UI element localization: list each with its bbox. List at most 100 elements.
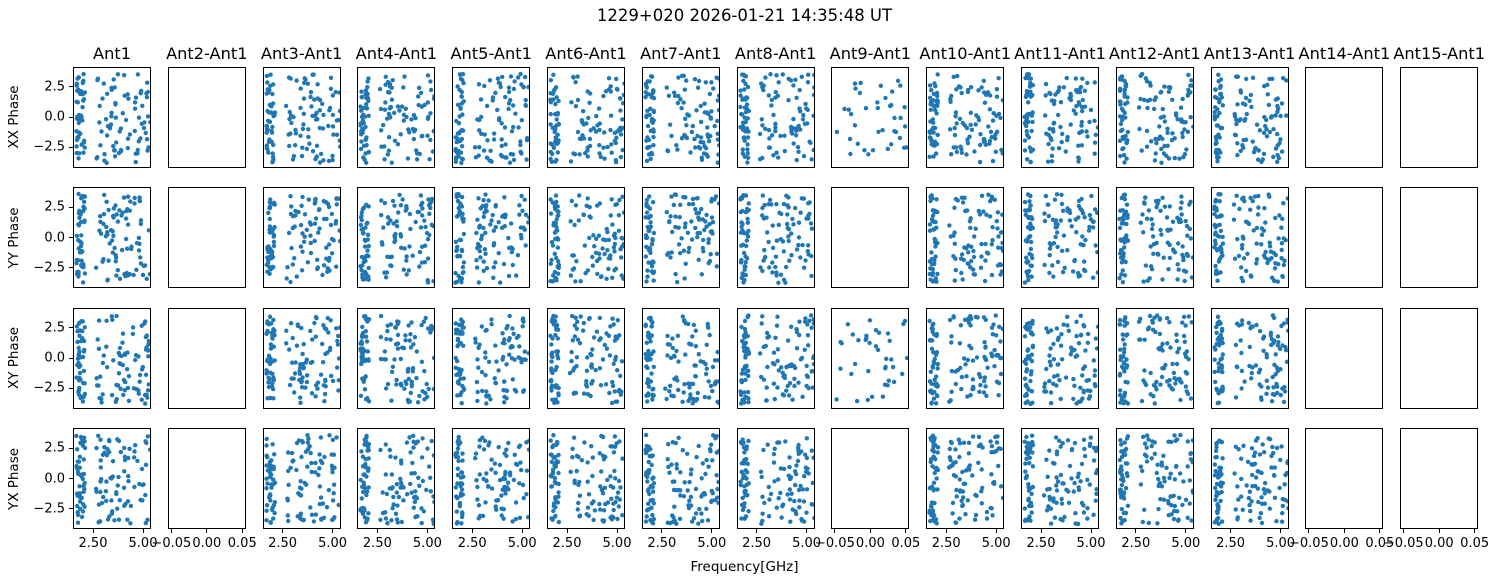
scatter-points [1022, 313, 1098, 406]
panel-yx-phase-ant14-ant1 [1305, 428, 1384, 529]
x-tick-mark [142, 529, 144, 533]
scatter-points [1117, 71, 1193, 165]
panel-yx-phase-ant10-ant1 [926, 428, 1005, 529]
row-label-yy-phase: YY Phase [6, 206, 22, 269]
col-title-ant5-ant1: Ant5-Ant1 [450, 43, 532, 63]
y-tick-mark [69, 86, 73, 88]
x-tick-mark [1379, 529, 1381, 533]
y-tick-mark [69, 206, 73, 208]
x-tick-mark [1040, 529, 1042, 533]
scatter-points [74, 191, 150, 285]
x-tick-mark [332, 529, 334, 533]
scatter-points [643, 313, 719, 405]
panel-xx-phase-ant12-ant1 [1115, 66, 1194, 168]
col-title-ant15-ant1: Ant15-Ant1 [1393, 43, 1486, 63]
x-tick-mark [92, 529, 94, 533]
panel-yx-phase-ant2-ant1 [167, 428, 246, 529]
col-title-ant4-ant1: Ant4-Ant1 [355, 43, 438, 63]
scatter-points [264, 194, 340, 285]
y-tick-label: 2.5 [44, 320, 65, 336]
scatter-points [453, 71, 530, 165]
y-tick-label: −2.5 [33, 139, 65, 155]
panel-xx-phase-ant13-ant1 [1210, 66, 1289, 168]
panel-xx-phase-ant7-ant1 [641, 66, 720, 168]
x-tick-label: 2.50 [362, 536, 392, 551]
x-tick-label: 0.00 [1424, 536, 1454, 551]
x-tick-label: 2.50 [647, 536, 677, 551]
y-tick-mark [69, 508, 73, 510]
panel-xy-phase-ant2-ant1 [167, 307, 246, 409]
x-tick-label: −0.05 [1289, 536, 1329, 551]
x-tick-label: 5.00 [1171, 536, 1201, 551]
scatter-points [74, 433, 150, 526]
x-tick-mark [616, 529, 618, 533]
scatter-points [927, 433, 1004, 526]
x-tick-mark [1308, 529, 1310, 533]
scatter-points [643, 192, 719, 285]
x-tick-label: 2.50 [78, 536, 108, 551]
x-tick-mark [471, 529, 473, 533]
panel-yy-phase-ant9-ant1 [831, 187, 910, 288]
x-tick-mark [1438, 529, 1440, 533]
col-title-ant8-ant1: Ant8-Ant1 [734, 43, 817, 63]
x-tick-label: 0.05 [891, 536, 921, 551]
x-tick-mark [241, 529, 243, 533]
panel-yx-phase-ant15-ant1 [1400, 428, 1479, 529]
x-tick-mark [905, 529, 907, 533]
scatter-points [927, 71, 1004, 164]
x-tick-mark [834, 529, 836, 533]
x-tick-label: −0.05 [151, 536, 192, 551]
x-tick-label: 5.00 [128, 536, 158, 551]
x-tick-label: 5.00 [1266, 536, 1296, 551]
panel-xy-phase-ant13-ant1 [1210, 307, 1289, 409]
x-tick-label: 2.50 [552, 536, 582, 551]
x-tick-label: 5.00 [792, 536, 822, 551]
x-tick-label: 0.00 [855, 536, 885, 551]
panel-xx-phase-ant10-ant1 [926, 66, 1005, 168]
x-tick-label: −0.05 [815, 536, 855, 551]
x-tick-label: 0.05 [1460, 536, 1489, 551]
panel-xx-phase-ant6-ant1 [547, 66, 625, 168]
y-tick-label: −2.5 [33, 501, 65, 517]
scatter-points [548, 72, 624, 164]
panel-xx-phase-ant1 [73, 66, 151, 168]
x-tick-label: 5.00 [981, 536, 1011, 551]
panel-yy-phase-ant11-ant1 [1021, 187, 1099, 288]
x-tick-mark [1185, 529, 1187, 533]
x-tick-mark [206, 529, 208, 533]
x-tick-mark [1343, 529, 1345, 533]
scatter-points [738, 436, 814, 526]
panel-yy-phase-ant13-ant1 [1210, 187, 1289, 288]
y-tick-mark [69, 357, 73, 359]
x-tick-mark [521, 529, 523, 533]
panel-xy-phase-ant8-ant1 [736, 307, 815, 409]
scatter-points [1211, 312, 1288, 405]
x-tick-label: 2.50 [742, 536, 772, 551]
panel-xx-phase-ant5-ant1 [452, 66, 531, 168]
y-tick-mark [69, 387, 73, 389]
panel-xx-phase-ant11-ant1 [1021, 66, 1099, 168]
x-tick-mark [1135, 529, 1137, 533]
x-tick-label: 0.05 [1365, 536, 1395, 551]
panel-xy-phase-ant12-ant1 [1115, 307, 1194, 409]
scatter-points [835, 78, 909, 156]
y-tick-label: 0.0 [44, 230, 65, 245]
panel-yy-phase-ant8-ant1 [736, 187, 815, 288]
scatter-points [453, 313, 530, 406]
x-tick-label: 0.05 [227, 536, 257, 551]
panel-xy-phase-ant5-ant1 [452, 307, 531, 409]
y-tick-mark [69, 267, 73, 269]
scatter-points [74, 71, 150, 165]
scatter-points [737, 312, 814, 406]
scatter-points [643, 73, 719, 165]
col-title-ant11-ant1: Ant11-Ant1 [1014, 43, 1106, 63]
col-title-ant3-ant1: Ant3-Ant1 [260, 43, 343, 63]
y-tick-mark [69, 447, 73, 449]
panel-yx-phase-ant6-ant1 [547, 428, 625, 529]
y-tick-mark [69, 116, 73, 118]
x-tick-label: 5.00 [412, 536, 442, 551]
x-tick-label: 5.00 [507, 536, 537, 551]
x-tick-mark [711, 529, 713, 533]
panel-yy-phase-ant6-ant1 [547, 187, 625, 288]
y-tick-label: 2.5 [44, 440, 65, 456]
